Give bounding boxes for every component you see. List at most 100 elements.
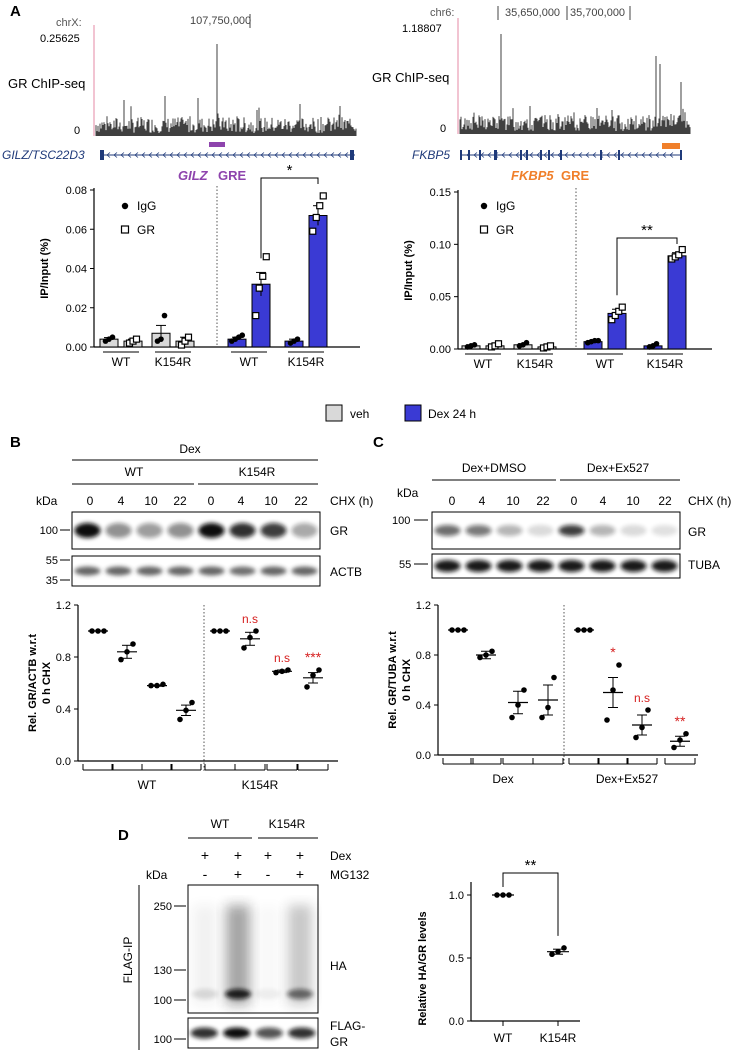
data-point [618,303,626,311]
data-point [521,687,527,693]
data-point [633,734,639,741]
strand-arrow [274,152,279,158]
time-label: 22 [658,494,672,508]
chart-title-suffix: GRE [561,168,590,183]
gene-name: FKBP5 [412,148,450,162]
y-tick-label: 1.2 [56,600,71,612]
strand-arrow [662,152,667,158]
significance-label: ** [641,222,653,239]
marker-55: 55 [46,555,58,567]
ha-smear [226,905,250,1005]
significance-label: *** [305,649,322,665]
exon [560,150,562,160]
data-point [546,342,555,350]
dex-sign: + [296,847,304,863]
chart-c: 0.0 0.4 0.8 1.2 Rel. GR/TUBA w.r.t 0 h CHX Dex… [387,600,698,786]
gr-blot-band [105,523,132,538]
exon [540,150,542,160]
chart-title-gene: FKBP5 [511,168,554,183]
exon [100,150,104,160]
strand-arrow [592,152,597,158]
data-point [253,628,259,634]
significance-label: ** [525,857,537,874]
track-ymax: 0.25625 [40,33,80,45]
strand-arrow [183,152,188,158]
strand-arrow [585,152,590,158]
group-label: K154R [517,357,554,371]
data-point [316,202,324,210]
data-point [184,333,193,341]
group-label: Dex [492,772,513,786]
strand-arrow [627,152,632,158]
ha-band [192,989,218,999]
legend-veh-label: veh [350,407,369,421]
strand-arrow [606,152,611,158]
tuba-blot-band [527,560,554,572]
chx-label: CHX (h) [688,494,731,508]
bar [667,255,687,350]
genotype-label-k154r: K154R [269,817,306,831]
chart-fkbp5-gre: FKBP5 GRE 0.00 0.05 0.10 0.15 IP/Input (%) WT K1… [403,168,712,371]
strand-arrow [239,152,244,158]
tuba-blot-band [620,560,647,572]
data-point [494,340,503,348]
legend-igg-label: IgG [137,199,156,213]
tuba-blot-band [651,560,678,572]
exon [468,150,470,160]
dex-row-label: Dex [330,849,351,863]
chip-signal-bars [95,44,357,136]
y-tick-label: 0.08 [66,185,87,197]
gr-blot-band [136,523,163,538]
kda-label: kDa [36,494,58,508]
strand-arrow [487,152,492,158]
strand-arrow [543,152,548,158]
strand-arrow [197,152,202,158]
actb-blot-band [136,566,163,576]
significance-bracket [616,237,678,296]
mg132-sign: + [296,866,304,882]
strand-arrow [550,152,555,158]
strand-arrow [316,152,321,158]
chart-b: 0.0 0.4 0.8 1.2 Rel. GR/ACTB w.r.t 0 h CHX WT n… [27,600,338,792]
gr-blot-band [291,523,318,538]
x-tick-label: WT [494,1031,513,1045]
track-chrom-label: chr6: [430,7,454,19]
data-point [489,648,495,655]
chart-title-suffix: GRE [218,168,247,183]
significance-label: * [610,644,616,660]
y-tick-label: 0.4 [416,700,431,712]
exon [520,150,522,160]
data-point [109,334,116,340]
significance-label: n.s [634,691,650,705]
data-point [239,332,246,339]
gr-blot-band [198,523,225,538]
strand-arrow [330,152,335,158]
y-tick-label: 0.4 [56,704,71,716]
time-label: 0 [208,494,215,508]
exon [680,150,682,160]
significance-label: n.s [274,651,290,665]
significance-label: n.s [242,612,258,626]
chip-signal-bars [459,34,691,134]
data-point [678,245,686,254]
data-point [241,645,247,651]
strand-arrow [190,152,195,158]
marker-label: 250 [154,901,172,913]
y-tick-label: 0.0 [416,750,431,762]
treatment-label: Dex [179,442,200,456]
data-point [130,641,136,647]
panel-label-d: D [118,827,129,844]
data-point [118,656,124,663]
strand-arrow [260,152,265,158]
exon [460,150,462,160]
y-axis-label: IP/Input (%) [403,240,415,301]
marker-100: 100 [40,525,58,537]
data-point [132,335,141,343]
panel-label-b: B [10,434,21,451]
flag-blot-band [288,1027,316,1039]
flag-label-line1: FLAG- [330,1019,365,1033]
actb-blot-band [198,566,225,576]
time-label: 4 [479,494,486,508]
legend-veh-swatch [325,404,343,422]
y-tick-label: 0.00 [66,342,87,354]
